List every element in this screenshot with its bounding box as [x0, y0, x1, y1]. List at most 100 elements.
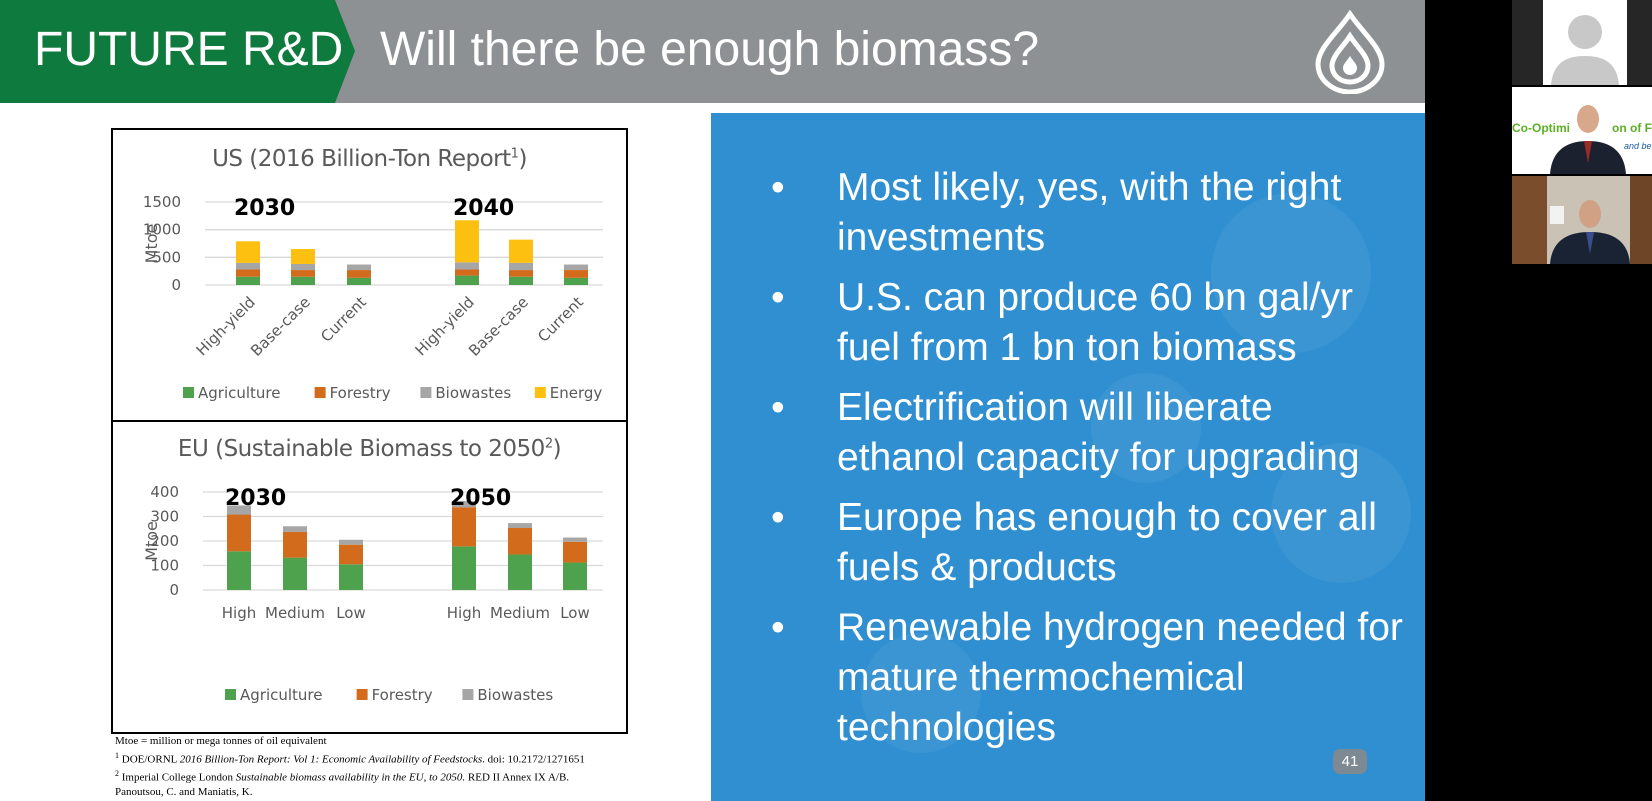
bar-segment-agriculture [564, 277, 588, 285]
bar-segment-forestry [508, 528, 532, 555]
footnote-mtoe: Mtoe = million or mega tonnes of oil equ… [115, 735, 327, 747]
bar-segment-forestry [291, 270, 315, 277]
bar-segment-forestry [509, 270, 533, 277]
video-tile-participant[interactable] [1512, 176, 1652, 264]
x-tick-label: Current [534, 293, 587, 346]
bar-segment-forestry [564, 270, 588, 278]
footnote-1: 1 DOE/ORNL 2016 Billion-Ton Report: Vol … [115, 750, 585, 766]
bullet-list: • Most likely, yes, with the right invest… [771, 163, 1411, 763]
bar-segment-energy [236, 241, 260, 263]
water-drop-logo-icon [1315, 10, 1385, 94]
period-label: 2030 [225, 486, 286, 511]
bullet-dot: • [771, 276, 785, 319]
bar-segment-forestry [452, 507, 476, 547]
slide-title: Will there be enough biomass? [380, 23, 1040, 76]
speaker-banner-subtext: and be [1624, 141, 1652, 151]
bar-segment-biowastes [452, 501, 476, 508]
bar-segment-agriculture [339, 564, 363, 590]
y-axis-label: Mtoe [142, 521, 161, 561]
bar-segment-energy [509, 239, 533, 263]
x-tick-label: Low [560, 604, 590, 622]
bar-segment-biowastes [564, 264, 588, 271]
bullet-item: • Europe has enough to cover all fuels & … [771, 493, 1411, 593]
period-label: 2030 [234, 196, 295, 221]
avatar-placeholder-icon [1551, 15, 1619, 85]
slide-header: FUTURE R&D Will there be enough biomass? [0, 0, 1425, 103]
charts-box: US (2016 Billion-Ton Report1) 0 500 1000 15… [111, 128, 628, 734]
bar-segment-biowastes [509, 262, 533, 271]
period-label: 2040 [453, 196, 514, 221]
y-tick-label: 0 [169, 581, 179, 599]
avatar-frame [1543, 0, 1627, 85]
x-tick-label: Current [317, 293, 370, 346]
background-molecule [1271, 443, 1411, 583]
y-tick-label: 400 [150, 483, 179, 501]
legend-label: Biowastes [477, 686, 553, 704]
y-tick-label: 200 [150, 532, 179, 550]
legend-label: Energy [550, 384, 603, 402]
video-tile-participant[interactable] [1512, 0, 1652, 85]
bar-segment-energy [455, 220, 479, 263]
bar-segment-biowastes [339, 539, 363, 545]
legend-swatch [356, 689, 368, 700]
legend-swatch [462, 689, 474, 700]
x-tick-label: High [222, 604, 256, 622]
bullet-dot: • [771, 166, 785, 209]
legend-label: Biowastes [435, 384, 511, 402]
bar-segment-agriculture [236, 276, 260, 285]
eu-chart: 0 100 200 300 400 Mtoe High Medium Low High Medium… [142, 483, 603, 704]
presentation-slide: FUTURE R&D Will there be enough biomass?… [0, 0, 1425, 801]
x-tick-label: Base-case [247, 293, 314, 360]
bullet-dot: • [771, 496, 785, 539]
bullet-item: • Electrification will liberate ethanol c… [771, 383, 1411, 483]
us-chart-title: US (2016 Billion-Ton Report1) [212, 146, 527, 172]
bar-segment-biowastes [455, 262, 479, 270]
y-tick-label: 300 [150, 508, 179, 526]
section-tag-label: FUTURE R&D [34, 23, 344, 76]
legend-label: Forestry [372, 686, 433, 704]
bookshelf [1630, 176, 1652, 264]
bar-segment-forestry [347, 270, 371, 278]
bar-segment-agriculture [291, 276, 315, 285]
footnote-authors: Panoutsou, C. and Maniatis, K. [115, 785, 253, 798]
bar-segment-biowastes [236, 262, 260, 270]
section-tag: FUTURE R&D [0, 0, 355, 103]
footnotes: Mtoe = million or mega tonnes of oil equ… [115, 734, 635, 799]
bullet-dot: • [771, 606, 785, 649]
bar-segment-energy [291, 249, 315, 264]
bar-segment-agriculture [227, 551, 251, 590]
y-axis-label: Mtoe [142, 224, 161, 264]
x-tick-label: High [447, 604, 481, 622]
y-tick-label: 500 [152, 248, 181, 266]
footnote-2: 2 Imperial College London Sustainable bi… [115, 768, 570, 784]
period-label: 2050 [450, 486, 511, 511]
y-tick-label: 1000 [143, 221, 181, 239]
background-molecule [1091, 373, 1201, 483]
bullet-item: • Renewable hydrogen needed for mature th… [771, 603, 1411, 753]
bar-segment-forestry [563, 541, 587, 563]
bar-segment-agriculture [455, 275, 479, 285]
bullet-item: • Most likely, yes, with the right invest… [771, 163, 1411, 263]
bar-segment-agriculture [452, 546, 476, 590]
x-tick-label: Medium [265, 604, 325, 622]
chart-divider [113, 420, 626, 422]
bar-segment-biowastes [227, 505, 251, 515]
page-number: 41 [1333, 749, 1367, 774]
participant-silhouette [1550, 200, 1630, 264]
bar-segment-biowastes [563, 537, 587, 542]
legend-label: Agriculture [198, 384, 281, 402]
legend-swatch [420, 387, 432, 398]
legend-swatch [314, 387, 326, 398]
background-molecule [861, 633, 981, 753]
legend-swatch [534, 387, 546, 398]
bar-segment-forestry [283, 531, 307, 558]
bullet-dot: • [771, 386, 785, 429]
x-tick-label: Low [336, 604, 366, 622]
bar-segment-agriculture [508, 554, 532, 590]
bookshelf [1512, 176, 1547, 264]
y-tick-label: 0 [171, 276, 181, 294]
bullet-item: • U.S. can produce 60 bn gal/yr fuel from… [771, 273, 1411, 373]
eu-chart-title: EU (Sustainable Biomass to 20502) [177, 436, 562, 462]
